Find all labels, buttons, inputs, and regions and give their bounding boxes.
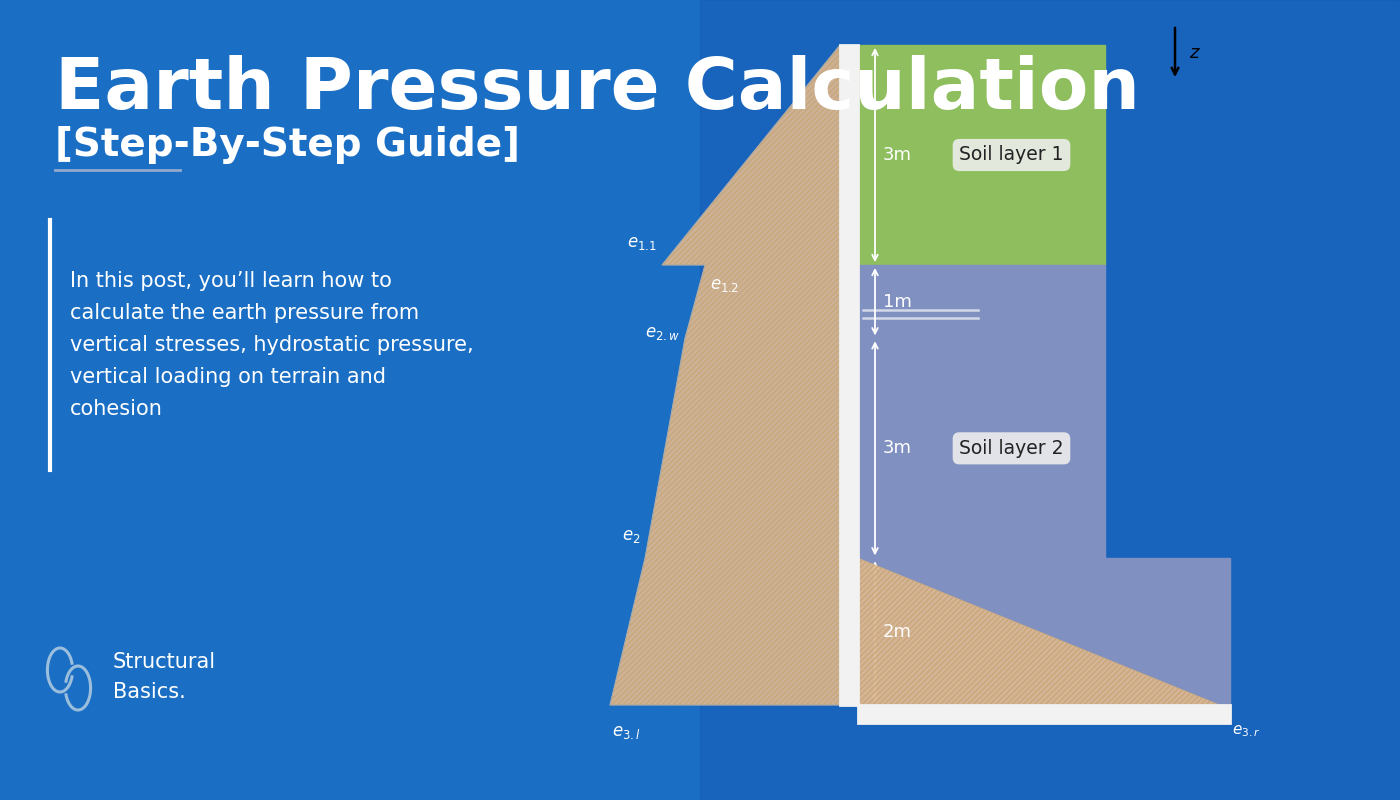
Bar — [858, 338, 1105, 558]
Text: Soil layer 2: Soil layer 2 — [959, 439, 1064, 458]
Text: z: z — [1189, 43, 1198, 62]
Text: $e_{2.w}$: $e_{2.w}$ — [645, 324, 680, 342]
Polygon shape — [858, 558, 1219, 705]
Text: $e_{3.r}$: $e_{3.r}$ — [1232, 723, 1260, 738]
Bar — [858, 705, 1231, 723]
Text: $e_{1.1}$: $e_{1.1}$ — [627, 234, 657, 252]
Bar — [700, 0, 1400, 800]
Text: 2m: 2m — [883, 622, 911, 641]
Text: 1m: 1m — [883, 293, 911, 310]
Text: Soil layer 1: Soil layer 1 — [959, 146, 1064, 165]
Text: Structural: Structural — [113, 652, 216, 672]
Text: [Step-By-Step Guide]: [Step-By-Step Guide] — [55, 126, 519, 164]
Text: $e_{1.2}$: $e_{1.2}$ — [710, 276, 739, 294]
Text: Basics.: Basics. — [113, 682, 186, 702]
Text: 3m: 3m — [883, 439, 911, 458]
Text: In this post, you’ll learn how to
calculate the earth pressure from
vertical str: In this post, you’ll learn how to calcul… — [70, 271, 473, 419]
Text: Earth Pressure Calculation: Earth Pressure Calculation — [55, 55, 1140, 125]
Polygon shape — [610, 45, 840, 705]
Bar — [858, 265, 1105, 338]
Bar — [858, 45, 1105, 265]
Text: $e_{3.l}$: $e_{3.l}$ — [612, 723, 641, 741]
Text: 3m: 3m — [883, 146, 911, 164]
Text: $e_{2}$: $e_{2}$ — [622, 527, 640, 546]
Bar — [840, 45, 858, 705]
Bar — [858, 558, 1231, 705]
